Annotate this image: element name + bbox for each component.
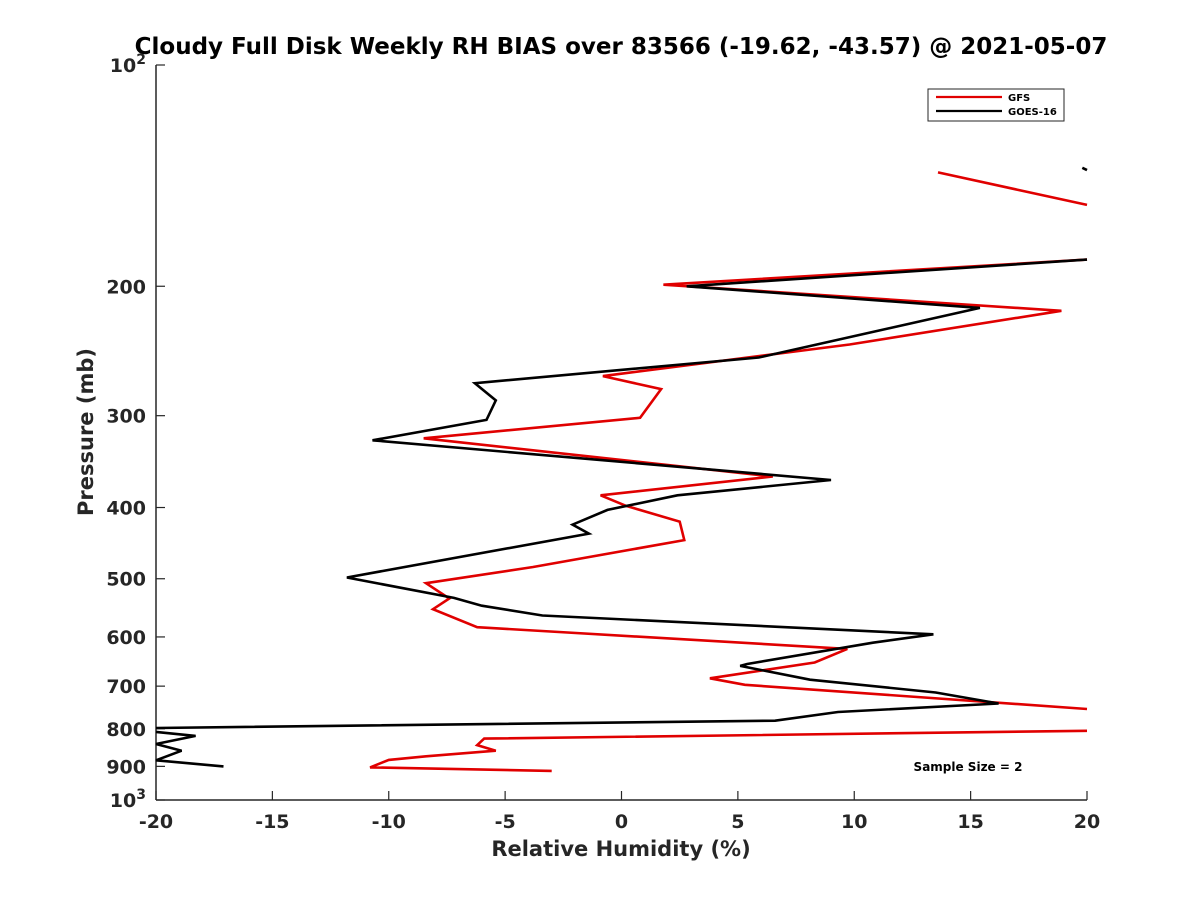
x-tick-label: -20 <box>139 811 173 833</box>
legend-label-goes-16: GOES-16 <box>1008 107 1057 118</box>
chart-title: Cloudy Full Disk Weekly RH BIAS over 835… <box>135 34 1108 60</box>
y-tick-label: 900 <box>106 756 146 778</box>
y-tick-label: 400 <box>106 498 146 520</box>
legend-label-gfs: GFS <box>1008 93 1030 104</box>
legend-box <box>927 88 1065 122</box>
x-axis-label: Relative Humidity (%) <box>491 837 750 861</box>
x-tick-label: -5 <box>495 811 516 833</box>
y-ticks: 200 300 400 500 600 700 800 900 102 103 <box>106 52 165 812</box>
y-tick-decade-label: 103 <box>110 787 146 812</box>
legend: GFS GOES-16 <box>927 88 1065 122</box>
x-tick-label: 0 <box>615 811 628 833</box>
y-axis-label: Pressure (mb) <box>74 348 98 516</box>
y-tick-label: 500 <box>106 569 146 591</box>
sample-size-annotation: Sample Size = 2 <box>914 760 1023 774</box>
y-tick-label: 200 <box>106 276 146 298</box>
x-tick-label: 20 <box>1074 811 1100 833</box>
x-tick-label: -10 <box>372 811 406 833</box>
series-line-goes-16 <box>155 258 1088 730</box>
series-line-gfs <box>937 171 1088 207</box>
series-line-gfs <box>369 729 1088 773</box>
y-tick-label: 300 <box>106 406 146 428</box>
x-ticks: -20 -15 -10 -5 0 5 10 15 20 <box>139 791 1100 833</box>
y-tick-label: 800 <box>106 719 146 741</box>
x-tick-label: -15 <box>255 811 289 833</box>
x-tick-label: 5 <box>731 811 744 833</box>
y-tick-label: 700 <box>106 676 146 698</box>
series-line-goes-16 <box>155 730 224 768</box>
series-layer <box>155 166 1088 773</box>
x-tick-label: 10 <box>841 811 867 833</box>
series-line-goes-16 <box>1081 166 1088 172</box>
y-tick-decade-label: 102 <box>110 52 146 77</box>
x-tick-label: 15 <box>957 811 983 833</box>
series-line-gfs <box>422 258 1088 711</box>
y-tick-label: 600 <box>106 627 146 649</box>
